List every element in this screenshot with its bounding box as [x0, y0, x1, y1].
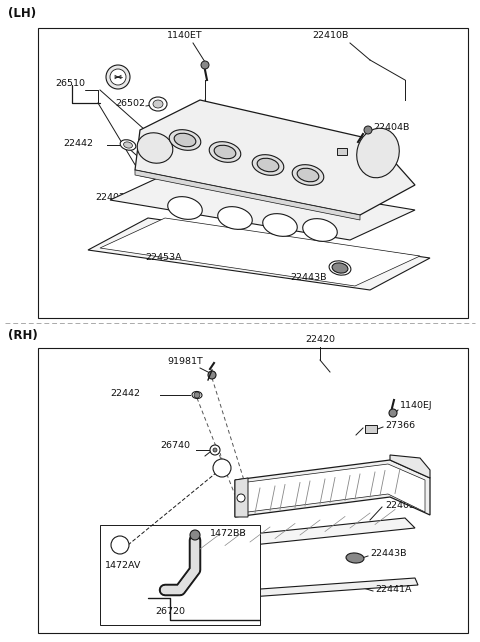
Circle shape	[106, 65, 130, 89]
Text: 22410B: 22410B	[312, 31, 348, 40]
Circle shape	[190, 530, 200, 540]
Polygon shape	[148, 578, 418, 604]
Ellipse shape	[209, 142, 241, 162]
Polygon shape	[235, 460, 430, 517]
Text: 27366: 27366	[385, 421, 415, 429]
Circle shape	[389, 409, 397, 417]
Bar	[38, 348, 468, 633]
Text: 26740B: 26740B	[352, 143, 388, 152]
Text: 26510: 26510	[55, 78, 85, 87]
Ellipse shape	[297, 168, 319, 182]
Text: 22443B: 22443B	[290, 273, 326, 282]
Text: 22403B: 22403B	[385, 501, 421, 510]
Ellipse shape	[357, 128, 399, 178]
Ellipse shape	[329, 261, 351, 275]
Polygon shape	[110, 170, 415, 240]
Ellipse shape	[123, 142, 132, 148]
Ellipse shape	[174, 134, 196, 147]
Circle shape	[194, 392, 200, 398]
Circle shape	[210, 445, 220, 455]
Ellipse shape	[149, 97, 167, 111]
Polygon shape	[235, 478, 248, 517]
Circle shape	[208, 371, 216, 379]
Text: 1140EJ: 1140EJ	[400, 401, 432, 410]
Ellipse shape	[168, 196, 202, 220]
Polygon shape	[88, 218, 430, 290]
Ellipse shape	[192, 392, 202, 399]
Text: 1472AV: 1472AV	[105, 560, 142, 569]
Ellipse shape	[214, 145, 236, 159]
Ellipse shape	[332, 263, 348, 273]
Ellipse shape	[237, 494, 245, 502]
Ellipse shape	[252, 155, 284, 175]
Bar	[38, 28, 468, 318]
Text: 22442: 22442	[63, 139, 93, 148]
Text: (LH): (LH)	[8, 8, 36, 21]
Bar	[100, 525, 260, 625]
Text: 91981T: 91981T	[167, 358, 203, 367]
Circle shape	[201, 61, 209, 69]
Text: 22420: 22420	[305, 336, 335, 345]
Polygon shape	[145, 597, 152, 610]
Circle shape	[110, 69, 126, 85]
Circle shape	[213, 459, 231, 477]
Ellipse shape	[137, 133, 173, 163]
Text: A: A	[219, 464, 225, 473]
Ellipse shape	[346, 553, 364, 563]
Text: 22441A: 22441A	[375, 586, 411, 594]
Polygon shape	[135, 170, 360, 220]
Text: 1140ET: 1140ET	[167, 31, 203, 40]
Text: 22442: 22442	[110, 388, 140, 397]
Ellipse shape	[218, 207, 252, 229]
Polygon shape	[195, 518, 415, 550]
Text: 26740: 26740	[160, 442, 190, 451]
Polygon shape	[240, 464, 425, 513]
Ellipse shape	[169, 130, 201, 150]
Text: 26502: 26502	[115, 98, 145, 107]
Ellipse shape	[257, 158, 279, 172]
Text: 26720: 26720	[155, 607, 185, 616]
Text: A: A	[118, 541, 122, 550]
Ellipse shape	[292, 164, 324, 186]
Bar	[337, 148, 347, 155]
Polygon shape	[390, 455, 430, 478]
Ellipse shape	[120, 140, 136, 150]
Bar	[365, 425, 377, 433]
Ellipse shape	[263, 214, 297, 236]
Circle shape	[213, 448, 217, 452]
Ellipse shape	[303, 219, 337, 241]
Ellipse shape	[153, 100, 163, 108]
Text: 1472BB: 1472BB	[210, 528, 247, 537]
Circle shape	[364, 126, 372, 134]
Text: (RH): (RH)	[8, 329, 38, 342]
Polygon shape	[135, 100, 415, 215]
Text: 22404B: 22404B	[373, 123, 409, 132]
Text: 22402B: 22402B	[95, 193, 132, 202]
Text: 22443B: 22443B	[370, 548, 407, 557]
Text: 22453A: 22453A	[145, 254, 181, 263]
Circle shape	[111, 536, 129, 554]
Polygon shape	[100, 218, 420, 286]
